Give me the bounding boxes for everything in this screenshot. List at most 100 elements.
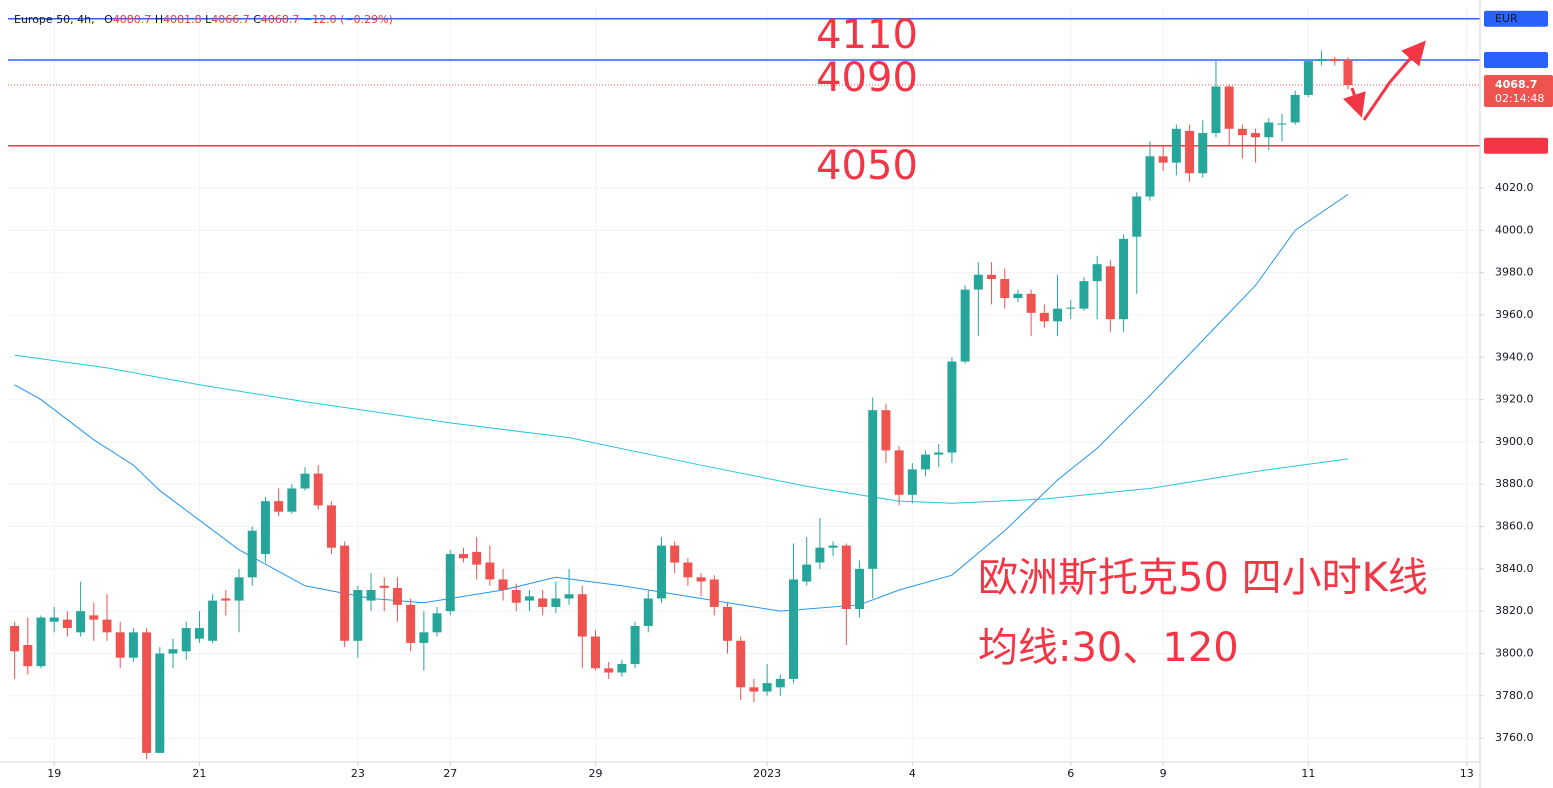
y-tick-label: 3760.0 bbox=[1495, 731, 1534, 744]
candle-body bbox=[657, 545, 666, 599]
candle-body bbox=[1158, 156, 1168, 163]
ohlc-label: L bbox=[205, 13, 212, 26]
candle-body bbox=[1237, 128, 1247, 136]
change: −12.0 (−0.29%) bbox=[302, 13, 393, 26]
y-tick-label: 4000.0 bbox=[1495, 223, 1534, 236]
y-tick-label: 3840.0 bbox=[1495, 562, 1534, 575]
x-tick-label: 19 bbox=[47, 767, 61, 780]
y-tick-label: 3980.0 bbox=[1495, 266, 1534, 279]
candle-body bbox=[142, 632, 152, 753]
candle-body bbox=[1224, 86, 1234, 129]
candle-body bbox=[485, 562, 495, 580]
candle-body bbox=[274, 501, 284, 512]
x-tick-label: 9 bbox=[1160, 767, 1167, 780]
candle-body bbox=[802, 564, 812, 582]
candle-body bbox=[1277, 123, 1287, 125]
price-tag bbox=[1484, 52, 1548, 69]
y-tick-label: 3940.0 bbox=[1495, 350, 1534, 363]
candle-body bbox=[762, 683, 772, 692]
candle-body bbox=[1171, 128, 1181, 163]
candle-body bbox=[1264, 122, 1274, 138]
grid bbox=[8, 8, 1480, 762]
x-tick-label: 4 bbox=[909, 767, 916, 780]
header: Europe 50, 4h, O4080.7 H4081.8 L4066.7 C… bbox=[14, 13, 393, 26]
arrow-down bbox=[1342, 87, 1366, 118]
candle-body bbox=[168, 649, 178, 654]
candle-body bbox=[1026, 293, 1036, 313]
candle-body bbox=[340, 545, 350, 641]
candle-body bbox=[208, 600, 218, 641]
moving-average bbox=[14, 193, 1349, 612]
candle-body bbox=[683, 562, 693, 578]
moving-average bbox=[14, 354, 1349, 504]
y-tick-label: 3920.0 bbox=[1495, 393, 1534, 406]
candle-body bbox=[1119, 238, 1129, 320]
candle-body bbox=[1066, 307, 1076, 309]
candle-body bbox=[181, 628, 191, 652]
annotation: 4090 bbox=[816, 55, 918, 101]
candle-body bbox=[551, 598, 561, 607]
candle-body bbox=[194, 628, 204, 639]
candle-body bbox=[326, 505, 336, 548]
candle-body bbox=[1039, 312, 1049, 322]
candle-body bbox=[260, 501, 270, 555]
candle-body bbox=[128, 632, 138, 658]
candle-body bbox=[987, 274, 997, 280]
candle-body bbox=[894, 450, 904, 495]
candle-body bbox=[815, 547, 825, 563]
ohlc-value: 4066.7 bbox=[211, 13, 250, 26]
ohlc-value: 4081.8 bbox=[163, 13, 202, 26]
candle-body bbox=[1132, 196, 1142, 237]
candle-body bbox=[604, 668, 614, 673]
symbol: Europe 50, 4h, bbox=[14, 13, 95, 26]
candle-body bbox=[36, 617, 46, 667]
candle-body bbox=[115, 632, 125, 658]
candle-body bbox=[538, 598, 548, 607]
candle-body bbox=[670, 545, 680, 563]
candle-body bbox=[1092, 264, 1102, 282]
candle-body bbox=[564, 594, 574, 599]
annotation: 4050 bbox=[816, 143, 918, 189]
candle-body bbox=[524, 596, 534, 601]
y-tick-label: 3880.0 bbox=[1495, 477, 1534, 490]
price-tag bbox=[1484, 10, 1548, 27]
annotation: 4110 bbox=[816, 12, 918, 58]
currency: EUR bbox=[1495, 12, 1518, 25]
y-tick-label: 3960.0 bbox=[1495, 308, 1534, 321]
x-tick-label: 6 bbox=[1067, 767, 1074, 780]
candle-body bbox=[353, 590, 363, 641]
candle-body bbox=[1000, 279, 1010, 299]
candle-body bbox=[379, 585, 389, 588]
candle-body bbox=[723, 606, 732, 641]
candle-body bbox=[49, 617, 59, 622]
x-tick-label: 29 bbox=[588, 767, 602, 780]
note: 均线:30、120 bbox=[978, 625, 1239, 671]
candle-body bbox=[590, 636, 600, 669]
candle-body bbox=[1185, 130, 1195, 174]
candle-body bbox=[1145, 156, 1155, 197]
candle-body bbox=[921, 454, 931, 470]
candle-body bbox=[881, 410, 891, 451]
candle-body bbox=[10, 625, 20, 652]
y-tick-label: 3780.0 bbox=[1495, 689, 1534, 702]
ohlc-value: 4068.7 bbox=[260, 13, 300, 26]
x-tick-label: 11 bbox=[1301, 767, 1315, 780]
candle-body bbox=[1290, 94, 1300, 123]
candle-body bbox=[1303, 61, 1313, 95]
candle-body bbox=[472, 551, 482, 565]
candle-body bbox=[1317, 58, 1327, 62]
x-tick-label: 23 bbox=[351, 767, 365, 780]
candle-body bbox=[789, 579, 798, 679]
candle-body bbox=[445, 554, 455, 612]
candle-body bbox=[736, 640, 746, 688]
candle-body bbox=[458, 554, 468, 559]
candle-body bbox=[221, 598, 231, 601]
candle-body bbox=[960, 289, 970, 362]
candle-body bbox=[89, 615, 99, 620]
candle-body bbox=[1053, 308, 1063, 322]
y-tick-label: 3860.0 bbox=[1495, 520, 1534, 533]
candle-body bbox=[247, 530, 257, 578]
arrow-up bbox=[1362, 40, 1426, 121]
candle-body bbox=[313, 473, 323, 506]
